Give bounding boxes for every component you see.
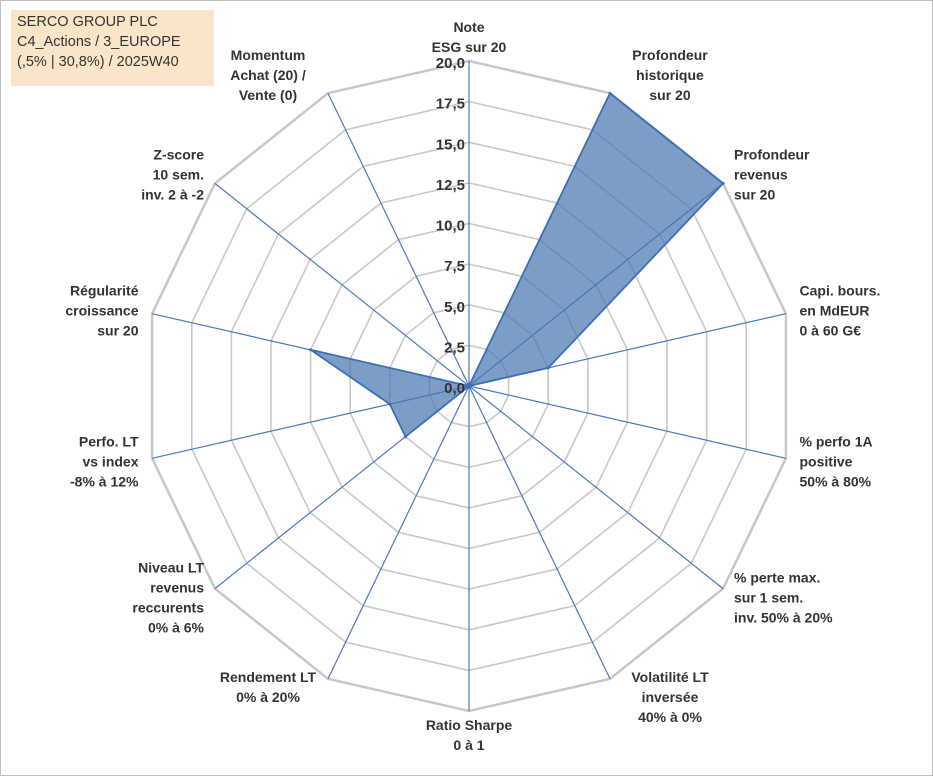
axis-spoke bbox=[214, 182, 470, 387]
category-label-line: Note bbox=[453, 19, 484, 35]
category-label: Perfo. LT vs index -8% à 12% bbox=[70, 433, 139, 489]
category-label-line: inversée bbox=[642, 689, 699, 705]
category-label: Volatilité LT inversée 40% à 0% bbox=[631, 669, 709, 725]
category-label-line: Profondeur bbox=[632, 47, 708, 63]
category-label-line: sur 20 bbox=[734, 187, 775, 203]
tick-label: 7,5 bbox=[444, 258, 465, 275]
category-label-line: Profondeur bbox=[734, 147, 810, 163]
data-point bbox=[388, 402, 392, 406]
tick-label: 17,5 bbox=[436, 96, 465, 113]
category-label-line: 50% à 80% bbox=[800, 473, 872, 489]
category-label-line: -8% à 12% bbox=[70, 473, 139, 489]
category-label-line: Perfo. LT bbox=[79, 433, 139, 449]
data-point bbox=[404, 435, 407, 439]
stats-line: (,5% | 30,8%) / 2025W40 bbox=[17, 54, 179, 70]
tick-label: 15,0 bbox=[436, 136, 465, 153]
tick-label: 12,5 bbox=[436, 177, 465, 194]
info-box: SERCO GROUP PLC C4_Actions / 3_EUROPE (,… bbox=[11, 10, 214, 86]
tick-label: 10,0 bbox=[436, 218, 465, 235]
category-label-line: Z-score bbox=[153, 147, 204, 163]
category-label-line: 40% à 0% bbox=[638, 709, 702, 725]
tick-label: 2,5 bbox=[444, 339, 465, 356]
category-label-line: Niveau LT bbox=[138, 559, 204, 575]
category-label-line: ESG sur 20 bbox=[432, 39, 507, 55]
category-label: Note ESG sur 20 bbox=[432, 19, 507, 55]
category-label: Profondeur revenus sur 20 bbox=[734, 147, 810, 203]
category-label-line: Vente (0) bbox=[239, 87, 297, 103]
category-label-line: sur 20 bbox=[97, 323, 138, 339]
category-label-line: positive bbox=[800, 453, 853, 469]
category-label-layer: Note ESG sur 20 Profondeur historique sur 20… bbox=[65, 19, 880, 753]
category-label-line: sur 20 bbox=[649, 87, 690, 103]
category-label-line: % perte max. bbox=[734, 569, 820, 585]
category-label: Momentum Achat (20) / Vente (0) bbox=[230, 47, 306, 103]
data-point bbox=[721, 181, 725, 185]
category-label-line: Momentum bbox=[231, 47, 306, 63]
category-label: Rendement LT 0% à 20% bbox=[220, 669, 317, 705]
category-label-line: inv. 2 à -2 bbox=[141, 187, 204, 203]
portfolio-path: C4_Actions / 3_EUROPE bbox=[17, 34, 181, 50]
category-label-line: Capi. bours. bbox=[800, 283, 881, 299]
tick-label-layer: 0,0 2,5 5,0 7,5 10,0 12,5 15,0 17,5 20,0 bbox=[436, 55, 465, 397]
axis-spoke bbox=[327, 385, 470, 680]
category-label: Profondeur historique sur 20 bbox=[632, 47, 708, 103]
category-label-line: 0% à 6% bbox=[148, 619, 205, 635]
series-layer bbox=[309, 91, 725, 439]
category-label-line: 0% à 20% bbox=[236, 689, 300, 705]
category-label-line: 10 sem. bbox=[153, 167, 204, 183]
company-name: SERCO GROUP PLC bbox=[17, 14, 158, 30]
category-label-line: historique bbox=[636, 67, 704, 83]
axis-spoke bbox=[468, 385, 787, 459]
category-label-line: Régularité bbox=[70, 283, 139, 299]
data-point bbox=[309, 348, 313, 352]
category-label-line: Rendement LT bbox=[220, 669, 317, 685]
axis-spoke bbox=[468, 385, 724, 590]
category-label: % perte max. sur 1 sem. inv. 50% à 20% bbox=[734, 569, 833, 625]
data-point bbox=[467, 384, 471, 388]
category-label: Ratio Sharpe 0 à 1 bbox=[426, 717, 513, 753]
category-label-line: revenus bbox=[734, 167, 788, 183]
tick-label: 0,0 bbox=[444, 380, 465, 397]
category-label-line: Volatilité LT bbox=[631, 669, 709, 685]
category-label-line: inv. 50% à 20% bbox=[734, 609, 833, 625]
category-label-line: sur 1 sem. bbox=[734, 589, 803, 605]
category-label-line: revenus bbox=[150, 579, 204, 595]
category-label-line: croissance bbox=[65, 303, 138, 319]
category-label-line: 0 à 1 bbox=[453, 737, 484, 753]
tick-label: 5,0 bbox=[444, 299, 465, 316]
axis-spoke bbox=[468, 385, 611, 680]
category-label: Régularité croissance sur 20 bbox=[65, 283, 138, 339]
category-label: % perfo 1A positive 50% à 80% bbox=[800, 433, 873, 489]
category-label-line: en MdEUR bbox=[800, 303, 870, 319]
data-point bbox=[546, 366, 550, 370]
axis-spoke bbox=[327, 92, 470, 387]
category-label: Z-score 10 sem. inv. 2 à -2 bbox=[141, 147, 204, 203]
category-label-line: Ratio Sharpe bbox=[426, 717, 513, 733]
tick-label: 20,0 bbox=[436, 55, 465, 72]
data-point bbox=[608, 91, 612, 95]
series-area bbox=[309, 92, 724, 438]
category-label: Niveau LT revenus reccurents 0% à 6% bbox=[132, 559, 204, 635]
category-label-line: reccurents bbox=[132, 599, 204, 615]
category-label-line: vs index bbox=[82, 453, 138, 469]
category-label-line: Achat (20) / bbox=[230, 67, 306, 83]
category-label: Capi. bours. en MdEUR 0 à 60 G€ bbox=[800, 283, 881, 339]
category-label-line: % perfo 1A bbox=[800, 433, 873, 449]
category-label-line: 0 à 60 G€ bbox=[800, 323, 862, 339]
